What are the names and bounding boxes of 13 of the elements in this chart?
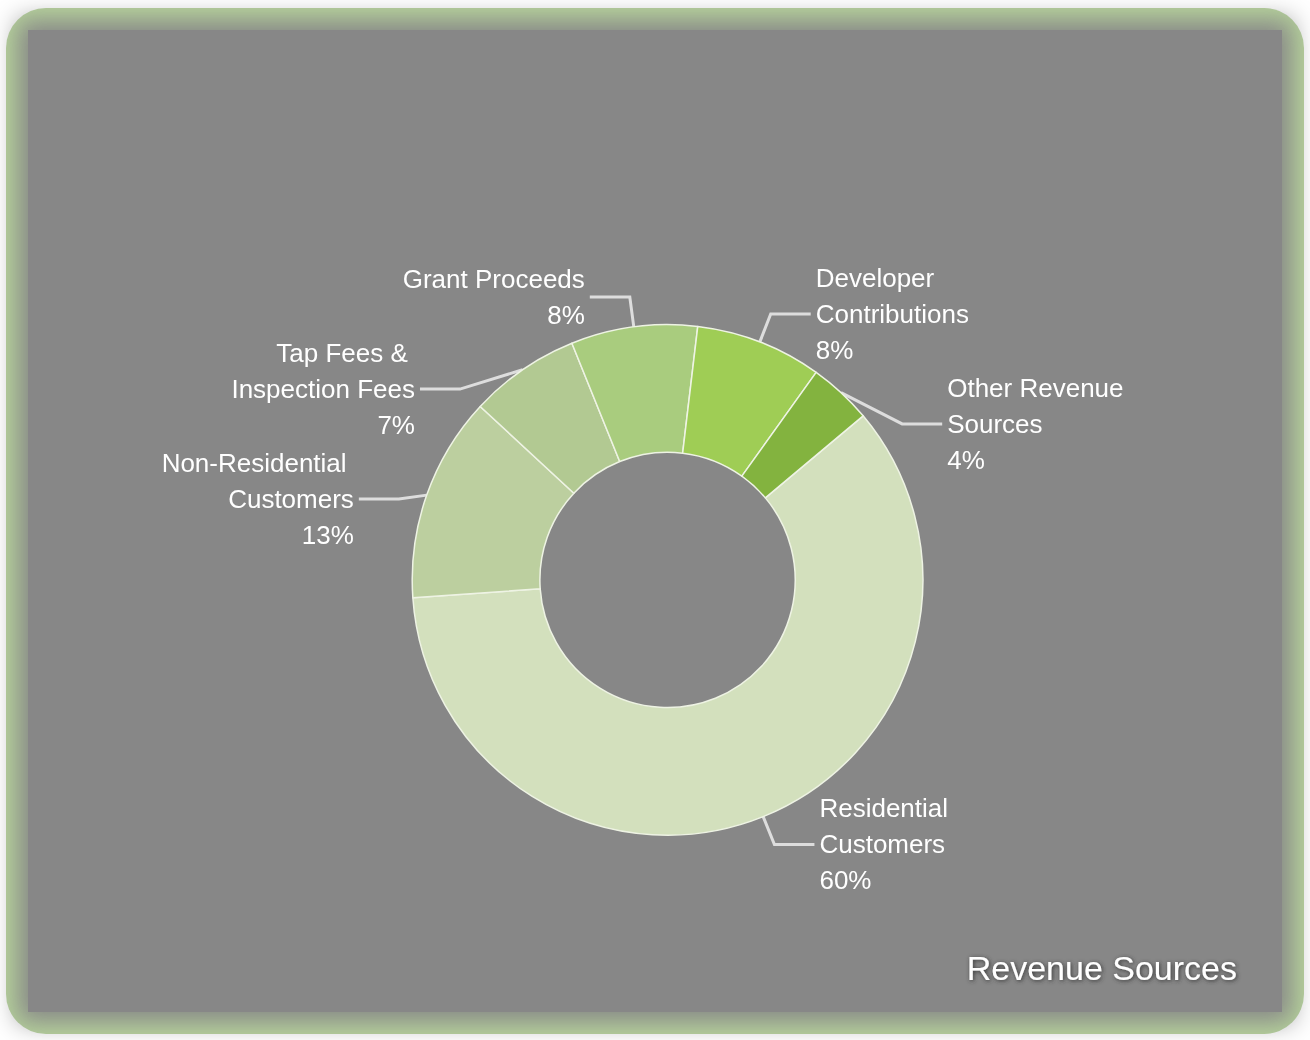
data-label: 7% bbox=[377, 410, 415, 441]
data-label: 13% bbox=[301, 520, 354, 551]
slice-label: Other Revenue Sources bbox=[947, 372, 1131, 439]
slice-label: Developer Contributions bbox=[815, 262, 969, 329]
data-label: 8% bbox=[815, 334, 854, 365]
data-label: 60% bbox=[819, 865, 872, 896]
slice-label: Residential Customers bbox=[819, 793, 956, 860]
text: Revenue Sources bbox=[966, 949, 1238, 987]
slice-label: Grant Proceeds bbox=[402, 264, 585, 295]
data-label: 8% bbox=[547, 300, 585, 331]
slice-label: Tap Fees & Inspection Fees bbox=[231, 338, 415, 405]
slice-label: Non-Residential Customers bbox=[161, 448, 354, 515]
data-label: 4% bbox=[947, 444, 985, 475]
